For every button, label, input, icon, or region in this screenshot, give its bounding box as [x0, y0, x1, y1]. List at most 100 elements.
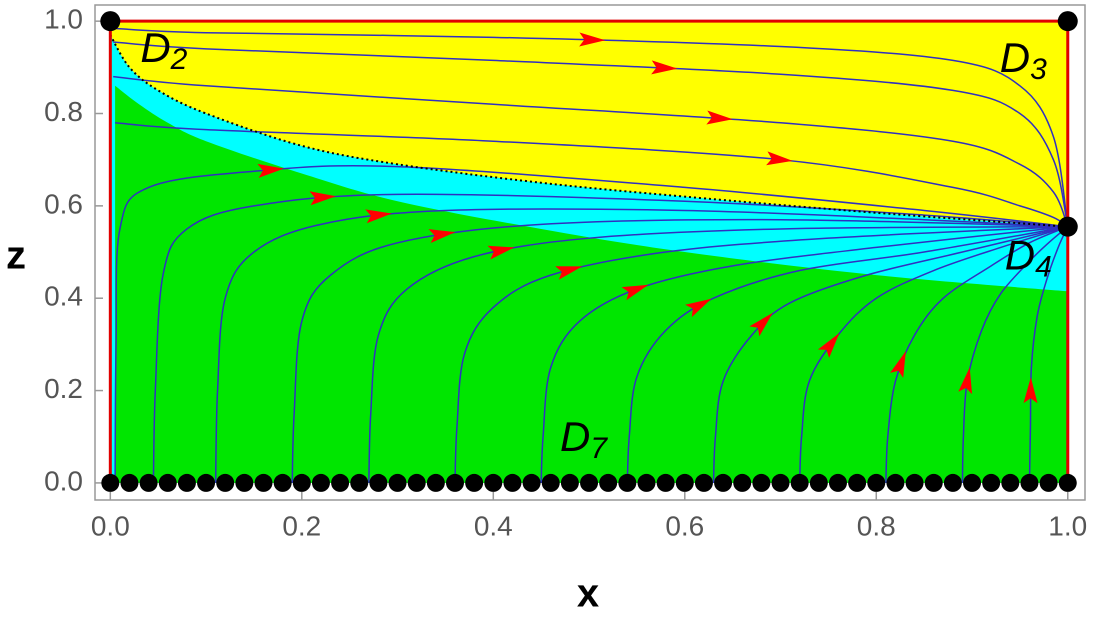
- x-tick-label: 0.6: [665, 510, 704, 541]
- domain-border: [108, 19, 1070, 483]
- fixed-point: [254, 473, 273, 492]
- fixed-point: [100, 11, 121, 32]
- fixed-point: [1001, 473, 1020, 492]
- fixed-point: [675, 473, 694, 492]
- trajectory: [885, 225, 1069, 483]
- trajectory: [291, 218, 1068, 483]
- arrow-head: [958, 367, 973, 395]
- trajectory: [626, 225, 1068, 483]
- fixed-point: [465, 473, 484, 492]
- y-tick-label: 1.0: [44, 4, 83, 35]
- arrow-head: [651, 60, 678, 75]
- fixed-point: [177, 473, 196, 492]
- fixed-point: [828, 473, 847, 492]
- fixed-point: [599, 473, 618, 492]
- fixed-point: [541, 473, 560, 492]
- arrow-head: [706, 110, 733, 125]
- trajectory: [152, 193, 1068, 483]
- x-tick-label: 0.0: [91, 510, 130, 541]
- fixed-point: [790, 473, 809, 492]
- fixed-point: [905, 473, 924, 492]
- fixed-point: [963, 473, 982, 492]
- fixed-point: [580, 473, 599, 492]
- fixed-point: [943, 473, 962, 492]
- fixed-point: [618, 473, 637, 492]
- fixed-point: [924, 473, 943, 492]
- fixed-point: [848, 473, 867, 492]
- arrow-head: [1023, 377, 1038, 404]
- y-tick-label: 0.0: [44, 465, 83, 496]
- trajectory: [454, 225, 1068, 483]
- point-label-main: D: [140, 24, 170, 71]
- fixed-point: [139, 473, 158, 492]
- fixed-point: [656, 473, 675, 492]
- fixed-point: [1020, 473, 1039, 492]
- fixed-point: [752, 473, 771, 492]
- point-label: D2: [140, 24, 187, 76]
- x-tick-label: 0.8: [857, 510, 896, 541]
- lower-region: [115, 85, 1068, 483]
- y-tick-label: 0.4: [44, 281, 83, 312]
- arrow-head: [749, 312, 773, 337]
- fixed-point: [560, 473, 579, 492]
- point-label: D7: [560, 413, 608, 465]
- y-tick-label: 0.6: [44, 188, 83, 219]
- arrow-head: [365, 209, 392, 224]
- point-label-sub: 4: [1035, 251, 1052, 284]
- arrow-head: [817, 333, 840, 359]
- fixed-point: [331, 473, 350, 492]
- arrow-head: [555, 266, 583, 280]
- fixed-point: [886, 473, 905, 492]
- fixed-point: [101, 473, 120, 492]
- point-label-sub: 7: [590, 432, 608, 465]
- fixed-point: [1057, 11, 1078, 32]
- point-label-sub: 2: [170, 43, 188, 76]
- fixed-point: [235, 473, 254, 492]
- fixed-point: [446, 473, 464, 492]
- trajectory: [113, 75, 1069, 227]
- y-tick-label: 0.8: [44, 96, 83, 127]
- x-tick-label: 0.2: [282, 510, 321, 541]
- fixed-point: [637, 473, 656, 492]
- fixed-point: [809, 473, 828, 492]
- fixed-point: [158, 473, 177, 492]
- fixed-point: [120, 473, 139, 492]
- fixed-point: [1039, 473, 1058, 492]
- fixed-point: [197, 473, 216, 492]
- arrow-head: [257, 163, 284, 178]
- fixed-point: [1058, 473, 1077, 492]
- y-tick-label: 0.2: [44, 373, 83, 404]
- trajectory: [110, 27, 1069, 227]
- fixed-point: [694, 473, 713, 492]
- trajectory: [368, 225, 1068, 483]
- arrow-head: [309, 191, 336, 206]
- separatrix: [109, 34, 1068, 228]
- point-label-main: D: [1005, 232, 1035, 279]
- fixed-point: [484, 473, 503, 492]
- fixed-point: [369, 473, 388, 492]
- arrow-head: [890, 351, 906, 378]
- fixed-point: [216, 473, 235, 492]
- x-tick-label: 1.0: [1048, 510, 1087, 541]
- arrow-head: [487, 245, 515, 260]
- arrow-head: [766, 151, 793, 166]
- fixed-point: [1057, 216, 1078, 237]
- fixed-point: [714, 473, 733, 492]
- point-label: D3: [1000, 34, 1047, 86]
- trajectory: [214, 208, 1068, 483]
- trajectory: [961, 226, 1069, 483]
- arrow-head: [579, 32, 606, 47]
- trajectory: [712, 225, 1068, 483]
- fixed-point: [733, 473, 752, 492]
- fixed-point: [503, 473, 522, 492]
- y-axis-label: z: [6, 234, 26, 278]
- fixed-point: [522, 473, 541, 492]
- arrow-head: [428, 229, 456, 244]
- fixed-point: [426, 473, 445, 492]
- fixed-point: [407, 473, 426, 492]
- trajectory: [1028, 226, 1069, 483]
- fixed-point: [867, 473, 886, 492]
- fixed-point: [388, 473, 407, 492]
- fixed-point: [982, 473, 1001, 492]
